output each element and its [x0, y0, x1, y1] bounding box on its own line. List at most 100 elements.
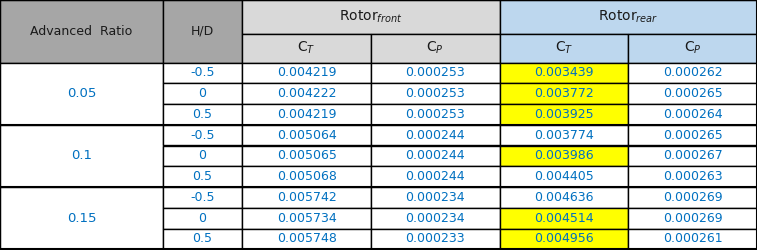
- Bar: [500, 146, 628, 166]
- Bar: [163, 228, 242, 249]
- Text: 0.004219: 0.004219: [277, 108, 336, 121]
- Bar: [371, 208, 500, 229]
- Bar: [371, 228, 500, 249]
- Text: 0.000234: 0.000234: [406, 212, 465, 224]
- Text: 0.000262: 0.000262: [663, 66, 722, 80]
- Text: 0.1: 0.1: [71, 149, 92, 162]
- Text: 0.003774: 0.003774: [534, 128, 593, 141]
- Bar: [0, 0, 163, 62]
- Text: H/D: H/D: [191, 25, 214, 38]
- Text: 0.003986: 0.003986: [534, 149, 593, 162]
- Text: 0.000244: 0.000244: [406, 149, 465, 162]
- Bar: [500, 187, 628, 208]
- Bar: [0, 62, 163, 125]
- Bar: [628, 166, 757, 187]
- Text: 0.000265: 0.000265: [663, 87, 722, 100]
- Bar: [500, 208, 628, 229]
- Bar: [163, 166, 242, 187]
- Text: -0.5: -0.5: [190, 66, 215, 80]
- Text: -0.5: -0.5: [190, 191, 215, 204]
- Bar: [163, 104, 242, 125]
- Bar: [500, 0, 757, 34]
- Text: 0.003772: 0.003772: [534, 87, 593, 100]
- Bar: [163, 0, 242, 62]
- Bar: [628, 62, 757, 83]
- Text: 0.000269: 0.000269: [663, 212, 722, 224]
- Bar: [242, 208, 371, 229]
- Text: 0.000264: 0.000264: [663, 108, 722, 121]
- Bar: [371, 166, 500, 187]
- Bar: [242, 34, 371, 62]
- Text: $\mathregular{Rotor}_{front}$: $\mathregular{Rotor}_{front}$: [339, 9, 403, 25]
- Text: 0.000261: 0.000261: [663, 232, 722, 245]
- Text: 0.5: 0.5: [192, 108, 213, 121]
- Bar: [371, 125, 500, 146]
- Bar: [163, 187, 242, 208]
- Bar: [242, 0, 500, 34]
- Bar: [628, 146, 757, 166]
- Bar: [500, 166, 628, 187]
- Bar: [628, 228, 757, 249]
- Bar: [500, 228, 628, 249]
- Text: 0.000233: 0.000233: [406, 232, 465, 245]
- Bar: [242, 228, 371, 249]
- Bar: [163, 62, 242, 83]
- Bar: [371, 62, 500, 83]
- Bar: [500, 104, 628, 125]
- Bar: [500, 125, 628, 146]
- Bar: [242, 83, 371, 104]
- Text: Advanced  Ratio: Advanced Ratio: [30, 25, 132, 38]
- Text: 0.005065: 0.005065: [276, 149, 337, 162]
- Bar: [628, 104, 757, 125]
- Bar: [371, 83, 500, 104]
- Bar: [500, 83, 628, 104]
- Text: 0.000244: 0.000244: [406, 128, 465, 141]
- Text: 0.004514: 0.004514: [534, 212, 593, 224]
- Text: 0.005748: 0.005748: [276, 232, 337, 245]
- Text: $\mathregular{Rotor}_{rear}$: $\mathregular{Rotor}_{rear}$: [598, 9, 659, 25]
- Text: 0.5: 0.5: [192, 232, 213, 245]
- Text: 0.000253: 0.000253: [406, 108, 465, 121]
- Text: 0.05: 0.05: [67, 87, 96, 100]
- Text: $\mathregular{C}_{P}$: $\mathregular{C}_{P}$: [684, 40, 702, 56]
- Bar: [500, 62, 628, 83]
- Text: 0.005068: 0.005068: [276, 170, 337, 183]
- Bar: [628, 125, 757, 146]
- Text: 0.15: 0.15: [67, 212, 96, 224]
- Bar: [371, 104, 500, 125]
- Bar: [628, 83, 757, 104]
- Bar: [371, 146, 500, 166]
- Bar: [163, 83, 242, 104]
- Bar: [371, 187, 500, 208]
- Text: 0.000263: 0.000263: [663, 170, 722, 183]
- Text: 0.000234: 0.000234: [406, 191, 465, 204]
- Text: 0.003439: 0.003439: [534, 66, 593, 80]
- Bar: [163, 146, 242, 166]
- Bar: [628, 34, 757, 62]
- Bar: [628, 187, 757, 208]
- Bar: [0, 125, 163, 187]
- Bar: [242, 62, 371, 83]
- Bar: [163, 208, 242, 229]
- Bar: [0, 187, 163, 249]
- Bar: [371, 34, 500, 62]
- Text: 0.005742: 0.005742: [277, 191, 336, 204]
- Text: 0.000244: 0.000244: [406, 170, 465, 183]
- Bar: [628, 208, 757, 229]
- Text: -0.5: -0.5: [190, 128, 215, 141]
- Bar: [242, 146, 371, 166]
- Text: 0: 0: [198, 87, 207, 100]
- Bar: [242, 104, 371, 125]
- Text: 0.000253: 0.000253: [406, 87, 465, 100]
- Text: 0: 0: [198, 212, 207, 224]
- Text: 0.000253: 0.000253: [406, 66, 465, 80]
- Bar: [242, 125, 371, 146]
- Text: 0.000269: 0.000269: [663, 191, 722, 204]
- Text: 0.000265: 0.000265: [663, 128, 722, 141]
- Text: 0.005064: 0.005064: [277, 128, 336, 141]
- Text: 0.004405: 0.004405: [534, 170, 593, 183]
- Text: 0.004636: 0.004636: [534, 191, 593, 204]
- Text: 0.003925: 0.003925: [534, 108, 593, 121]
- Bar: [500, 34, 628, 62]
- Text: 0: 0: [198, 149, 207, 162]
